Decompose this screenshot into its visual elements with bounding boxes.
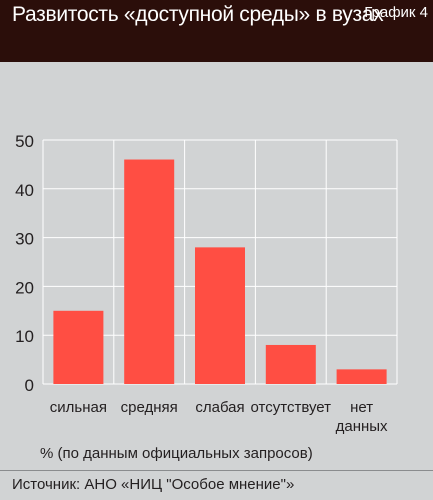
bar-1: [53, 310, 104, 384]
chart-footnote: % (по данным официальных запросов): [40, 445, 313, 462]
y-tick-label: 30: [15, 230, 34, 249]
bars: [53, 159, 387, 384]
bar-3: [195, 247, 245, 384]
chart-source: Источник: АНО «НИЦ "Особое мнение"»: [12, 476, 295, 493]
bar-2: [124, 159, 175, 384]
chart-title: Развитость «доступной среды» в вузах: [12, 3, 384, 26]
y-tick-label: 10: [15, 327, 34, 346]
bar-chart: 0 10 20 30 40 50 сильная средняя слабая отсутств…: [15, 132, 398, 435]
x-tick-label: нет данных: [336, 399, 388, 435]
y-tick-label: 40: [15, 181, 34, 200]
y-tick-label: 0: [25, 376, 34, 395]
y-axis-ticks: 0 10 20 30 40 50: [15, 132, 34, 395]
x-axis-ticks: сильная средняя слабая отсутствует нет данных: [50, 399, 388, 435]
y-tick-label: 50: [15, 132, 34, 151]
x-tick-label: средняя: [121, 399, 178, 416]
chart-header: Развитость «доступной среды» в вузах Гра…: [0, 0, 433, 62]
x-tick-label: сильная: [50, 399, 107, 416]
bar-4: [265, 344, 316, 384]
divider: [0, 470, 433, 471]
y-tick-label: 20: [15, 278, 34, 297]
x-tick-label: отсутствует: [251, 399, 332, 416]
bar-5: [336, 369, 387, 384]
chart-number: График 4: [364, 4, 428, 21]
x-tick-label: слабая: [195, 399, 244, 416]
